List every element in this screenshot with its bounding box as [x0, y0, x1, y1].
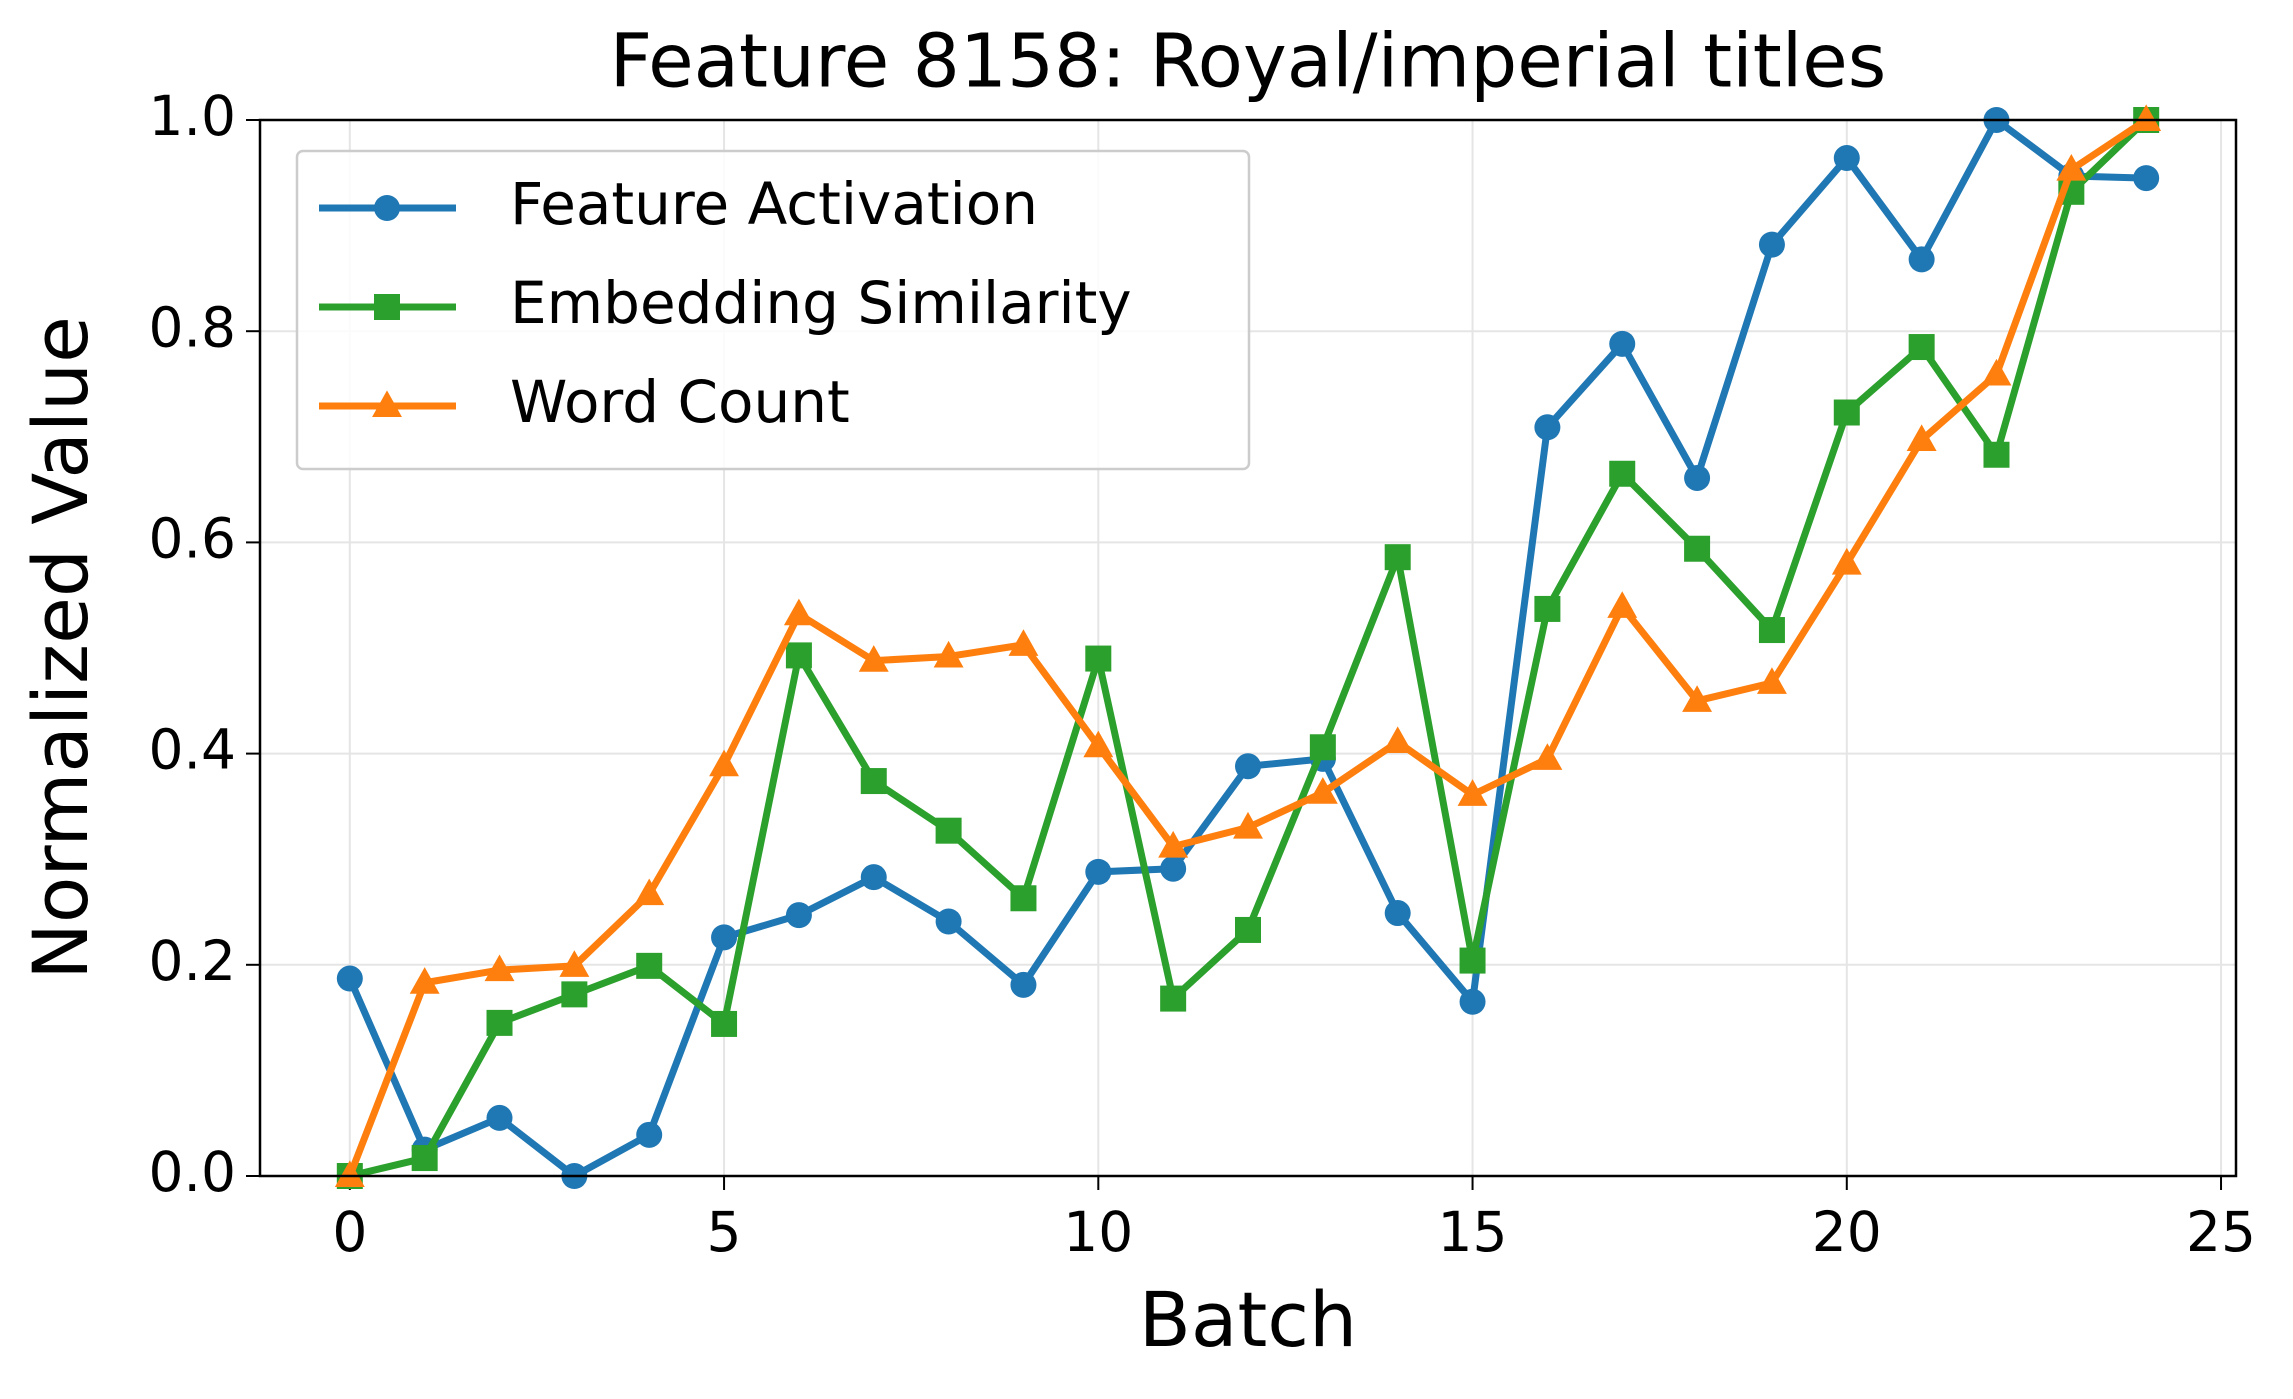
marker: [1008, 629, 1039, 656]
y-tick-label: 0.4: [149, 718, 236, 782]
marker: [1534, 414, 1561, 441]
marker: [711, 1010, 738, 1037]
marker: [1083, 730, 1114, 758]
marker: [561, 981, 588, 1008]
marker: [783, 598, 814, 626]
plot-frame: [258, 118, 2238, 1178]
marker: [1758, 231, 1785, 258]
marker: [2131, 104, 2162, 132]
marker: [336, 965, 363, 992]
marker: [935, 817, 962, 844]
marker: [486, 1104, 513, 1131]
marker: [1758, 617, 1785, 644]
marker: [1309, 734, 1336, 761]
marker: [858, 645, 889, 672]
marker: [2133, 165, 2160, 192]
marker: [709, 749, 740, 777]
y-tick-label: 0.0: [149, 1140, 236, 1204]
marker: [1682, 685, 1713, 712]
x-tick-label: 15: [1438, 1200, 1508, 1264]
marker: [933, 640, 964, 668]
legend-marker: [374, 294, 400, 320]
marker: [411, 1145, 438, 1172]
marker: [1908, 334, 1935, 361]
marker: [1382, 726, 1413, 754]
marker: [1235, 916, 1261, 943]
marker: [860, 864, 887, 891]
legend-label: Word Count: [510, 368, 850, 436]
marker: [1983, 441, 2010, 468]
marker: [1607, 591, 1638, 618]
marker: [1307, 777, 1338, 804]
marker: [1085, 858, 1112, 885]
marker: [334, 1160, 365, 1188]
marker: [1158, 830, 1189, 858]
y-tick-label: 1.0: [149, 84, 236, 148]
marker: [1010, 971, 1037, 998]
legend-marker: [372, 390, 402, 418]
marker: [1010, 885, 1037, 912]
marker: [1609, 460, 1636, 487]
marker: [1160, 985, 1187, 1012]
marker: [1534, 595, 1561, 622]
marker: [1459, 947, 1486, 974]
marker: [2056, 154, 2087, 181]
marker: [1833, 399, 1860, 426]
marker: [1833, 145, 1860, 172]
marker: [785, 642, 812, 669]
marker: [1906, 424, 1937, 452]
marker: [634, 878, 665, 906]
marker: [1160, 855, 1187, 882]
x-axis-label: Batch: [1139, 1275, 1357, 1364]
legend-label: Embedding Similarity: [510, 269, 1132, 337]
marker: [1085, 645, 1112, 672]
marker: [1457, 779, 1488, 806]
legend-box: [295, 149, 1251, 471]
marker: [1235, 753, 1261, 780]
marker: [636, 952, 663, 979]
marker: [711, 924, 738, 951]
marker: [1384, 900, 1411, 927]
x-tick-label: 5: [707, 1200, 742, 1264]
marker: [785, 902, 812, 929]
x-tick-label: 25: [2186, 1200, 2256, 1264]
marker: [935, 908, 962, 935]
marker: [1684, 535, 1711, 562]
marker: [636, 1121, 663, 1148]
legend-label: Feature Activation: [510, 170, 1038, 238]
x-tick-label: 0: [332, 1200, 367, 1264]
y-axis-label: Normalized Value: [16, 316, 105, 980]
chart-title: Feature 8158: Royal/imperial titles: [610, 19, 1887, 105]
y-tick-label: 0.6: [149, 507, 236, 571]
marker: [559, 950, 590, 977]
marker: [860, 768, 887, 795]
x-tick-label: 10: [1063, 1200, 1133, 1264]
marker: [1384, 544, 1411, 571]
marker: [1684, 464, 1711, 491]
marker: [1908, 246, 1935, 273]
marker: [1831, 547, 1862, 575]
x-tick-label: 20: [1812, 1200, 1882, 1264]
marker: [1233, 811, 1263, 839]
marker: [1609, 330, 1636, 357]
marker: [1459, 988, 1486, 1015]
legend-marker: [374, 195, 400, 221]
marker: [484, 954, 515, 982]
marker: [1532, 743, 1563, 770]
marker: [409, 967, 440, 994]
y-tick-label: 0.8: [149, 295, 236, 359]
marker: [486, 1009, 513, 1036]
marker: [1756, 667, 1787, 694]
y-tick-label: 0.2: [149, 929, 236, 993]
marker: [1981, 358, 2012, 386]
